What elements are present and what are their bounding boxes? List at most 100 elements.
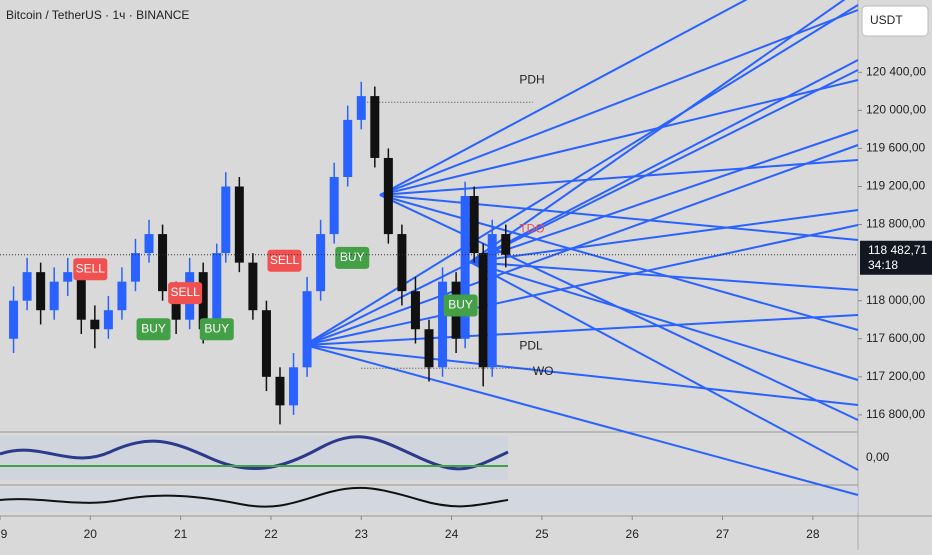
signal-box — [335, 246, 370, 269]
signal-box — [199, 318, 234, 341]
trend-line — [379, 79, 859, 196]
x-tick-label: 22 — [264, 527, 278, 541]
candle-body — [316, 234, 326, 292]
y-tick-label: 118 800,00 — [866, 217, 925, 231]
candle-body — [158, 234, 168, 292]
oscillator-wave — [0, 435, 509, 471]
candle-body — [212, 253, 222, 330]
trend-line — [469, 59, 859, 263]
candle-body — [501, 234, 511, 255]
level-label: PDL — [519, 338, 543, 352]
x-tick-label: 26 — [626, 527, 640, 541]
candle-body — [90, 319, 100, 330]
trend-line — [469, 129, 859, 263]
candle-body — [22, 272, 32, 301]
candle-body — [248, 262, 258, 311]
trend-line — [304, 144, 859, 346]
trend-line — [379, 0, 748, 196]
candle-body — [49, 281, 59, 311]
trend-line — [304, 69, 859, 346]
x-tick-label: 23 — [355, 527, 369, 541]
last-price-box — [860, 240, 932, 275]
candle-body — [410, 291, 420, 330]
trend-line — [304, 224, 859, 346]
trend-line — [304, 344, 859, 406]
rsi-line — [0, 486, 509, 508]
candle-body — [289, 367, 299, 406]
candle-body — [36, 272, 46, 311]
oscillator-label: 0,00 — [866, 450, 890, 464]
x-tick-label: 9 — [1, 527, 8, 541]
candle-body — [221, 186, 231, 254]
signal-label: BUY — [448, 298, 473, 312]
candle-body — [171, 291, 181, 320]
currency-label[interactable]: USDT — [870, 13, 903, 27]
candle-body — [302, 291, 312, 368]
trend-line — [469, 261, 859, 471]
signal-label: BUY — [340, 250, 365, 264]
candle-body — [329, 176, 339, 235]
annotation: WO — [533, 364, 554, 378]
countdown: 34:18 — [868, 258, 898, 272]
chart-title: Bitcoin / TetherUS · 1ч · BINANCE — [6, 8, 189, 22]
annotation: TDO — [519, 221, 544, 235]
candle-body — [275, 376, 285, 406]
trend-line — [304, 4, 859, 346]
y-tick-label: 119 600,00 — [866, 141, 925, 155]
candle-body — [144, 234, 154, 254]
signal-label: BUY — [204, 321, 229, 335]
trend-line — [304, 314, 859, 346]
candle-body — [383, 157, 393, 235]
candle-body — [9, 300, 19, 339]
trend-line — [304, 344, 859, 496]
last-price-label: 118 482,71 — [868, 243, 927, 257]
y-tick-label: 118 000,00 — [866, 293, 925, 307]
candle-body — [117, 281, 127, 311]
candle-body — [438, 281, 448, 368]
rsi-band — [0, 488, 858, 512]
trend-line — [469, 261, 859, 291]
x-tick-label: 27 — [716, 527, 730, 541]
trend-line — [379, 9, 859, 196]
currency-button[interactable] — [861, 5, 929, 37]
candle-body — [103, 310, 113, 330]
candle-body — [261, 310, 271, 377]
signal-label: SELL — [170, 285, 200, 299]
candle-body — [130, 253, 140, 282]
signal-label: BUY — [141, 321, 166, 335]
y-tick-label: 116 800,00 — [866, 407, 925, 421]
level-label: PDH — [519, 72, 544, 86]
trend-line — [379, 159, 859, 196]
x-tick-label: 25 — [535, 527, 549, 541]
trend-line — [469, 0, 846, 263]
x-tick-label: 20 — [84, 527, 98, 541]
signal-box — [168, 282, 203, 305]
candle-body — [424, 329, 434, 368]
trend-line — [469, 261, 859, 381]
candle-body — [234, 186, 244, 263]
x-tick-label: 21 — [174, 527, 188, 541]
trend-line — [469, 209, 859, 263]
candle-body — [397, 234, 407, 292]
trend-line — [379, 194, 859, 241]
candle-body — [460, 196, 470, 339]
y-tick-label: 119 200,00 — [866, 179, 925, 193]
candle-body — [478, 253, 488, 368]
trend-line — [379, 194, 859, 331]
x-tick-label: 28 — [806, 527, 820, 541]
y-tick-label: 120 400,00 — [866, 64, 926, 78]
candle-body — [356, 96, 366, 120]
y-tick-label: 120 000,00 — [866, 103, 926, 117]
candle-body — [198, 272, 208, 330]
y-tick-label: 117 200,00 — [866, 369, 925, 383]
candle-body — [487, 234, 497, 368]
candle-body — [76, 272, 86, 320]
signal-box — [267, 249, 302, 272]
candle-body — [63, 272, 73, 282]
y-tick-label: 117 600,00 — [866, 331, 925, 345]
signal-box — [443, 294, 478, 317]
signal-box — [73, 258, 108, 281]
signal-label: SELL — [270, 253, 300, 267]
